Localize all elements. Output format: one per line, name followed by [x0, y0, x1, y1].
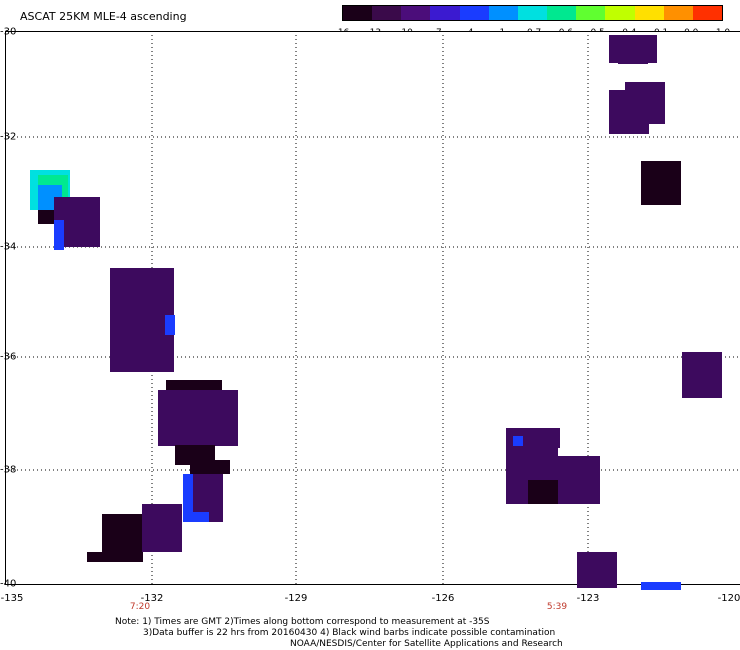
- y-tick-label: -34: [0, 241, 17, 253]
- data-patch: [183, 474, 193, 522]
- x-tick-label: -123: [576, 593, 600, 604]
- data-patch: [165, 315, 175, 335]
- colorbar-segment: [488, 6, 518, 20]
- colorbar-segment: [372, 6, 402, 20]
- data-patch: [558, 456, 600, 504]
- data-patch: [513, 436, 523, 446]
- colorbar-segment: [459, 6, 489, 20]
- colorbar-segment: [634, 6, 664, 20]
- x-tick-label: -135: [0, 593, 24, 604]
- x-tick-label: -120: [717, 593, 740, 604]
- y-tick-label: -40: [0, 578, 17, 590]
- data-patch: [641, 161, 681, 205]
- x-tick-label: -132: [140, 593, 164, 604]
- data-patch: [682, 352, 722, 398]
- data-patch: [577, 552, 617, 588]
- data-patch: [641, 582, 681, 590]
- data-patch: [110, 268, 174, 372]
- colorbar-segment: [605, 6, 635, 20]
- colorbar-segment: [663, 6, 693, 20]
- colorbar-segment: [576, 6, 606, 20]
- footnote-line-1: Note: 1) Times are GMT 2)Times along bot…: [115, 617, 490, 627]
- data-patch: [183, 512, 209, 522]
- y-tick-label: -30: [0, 26, 17, 38]
- data-patch: [609, 90, 649, 134]
- time-label: 5:39: [546, 602, 568, 612]
- colorbar-segment: [547, 6, 577, 20]
- colorbar-segment: [692, 6, 723, 20]
- map-title: ASCAT 25KM MLE-4 ascending: [20, 10, 187, 23]
- colorbar-segment: [343, 6, 373, 20]
- data-patch: [522, 428, 560, 448]
- footnote-line-2: 3)Data buffer is 22 hrs from 20160430 4)…: [143, 628, 556, 638]
- colorbar-segment: [401, 6, 431, 20]
- data-patch: [38, 210, 54, 224]
- y-tick-label: -36: [0, 351, 17, 363]
- data-patch: [158, 390, 238, 446]
- colorbar-segment: [517, 6, 548, 20]
- y-tick-label: -32: [0, 131, 17, 143]
- data-patch: [142, 504, 182, 552]
- footnote-line-3: NOAA/NESDIS/Center for Satellite Applica…: [290, 639, 563, 649]
- data-patch: [54, 220, 64, 250]
- x-tick-label: -126: [431, 593, 455, 604]
- data-patch: [87, 552, 143, 562]
- data-patch: [528, 480, 558, 504]
- data-patch: [102, 514, 142, 558]
- colorbar: [342, 5, 723, 21]
- colorbar-segment: [430, 6, 460, 20]
- y-tick-label: -38: [0, 464, 17, 476]
- data-patch: [190, 460, 230, 474]
- data-patch: [618, 58, 648, 64]
- time-label: 7:20: [129, 602, 151, 612]
- x-tick-label: -129: [284, 593, 308, 604]
